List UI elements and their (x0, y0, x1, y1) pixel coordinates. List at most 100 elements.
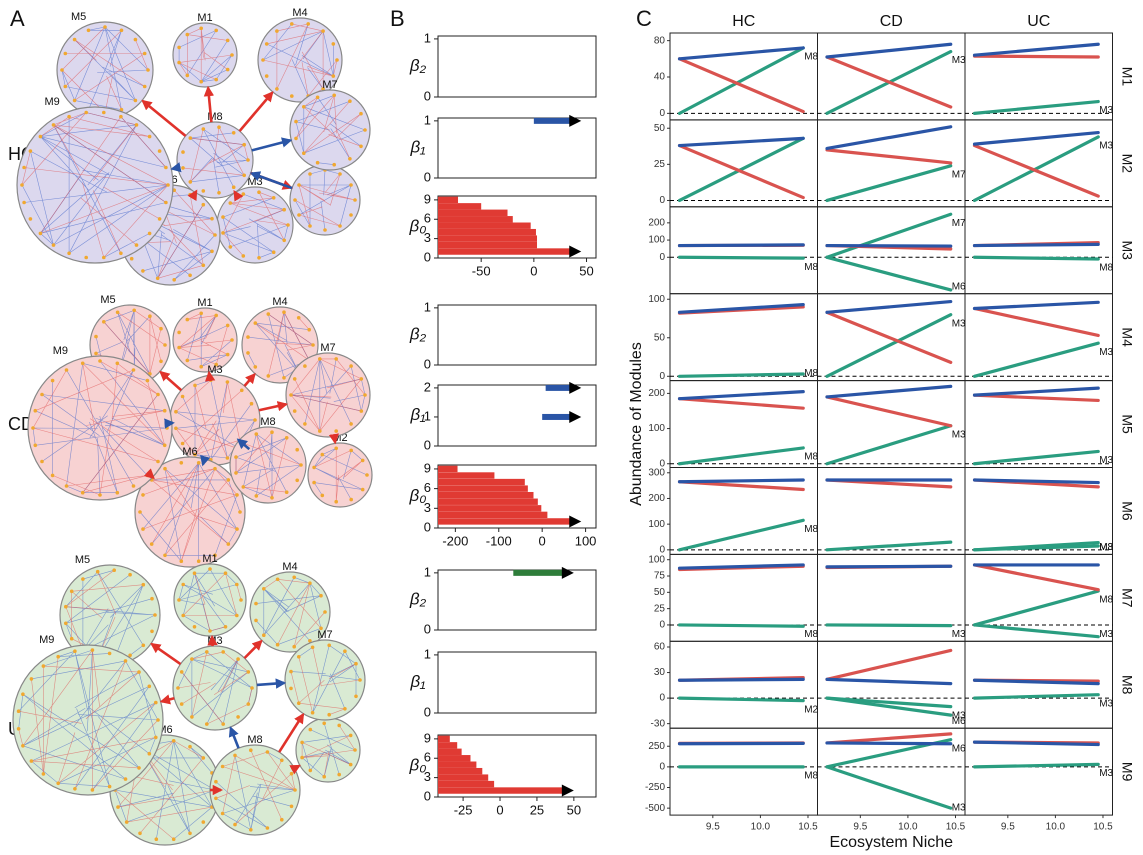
edges (301, 725, 356, 777)
node (33, 408, 38, 413)
y-tick-label: 2 (424, 379, 431, 394)
node (205, 650, 209, 654)
node (223, 571, 228, 575)
bar (438, 472, 495, 479)
trend-line (825, 648, 953, 681)
line-label: M3 (1099, 629, 1113, 640)
bar (438, 518, 571, 525)
y-tick-label: 40 (654, 72, 666, 83)
node (335, 58, 339, 62)
node (38, 134, 43, 139)
line-label: M8 (804, 52, 818, 63)
bar (438, 491, 534, 499)
y-tick-label: 100 (648, 294, 665, 305)
node (225, 352, 230, 357)
network (209, 744, 301, 836)
line-label: M8 (804, 771, 818, 782)
module-arrow (328, 433, 340, 445)
trend-line (677, 478, 805, 484)
row-label: M3 (1119, 241, 1135, 261)
node (303, 364, 307, 368)
node (181, 613, 185, 618)
network (56, 21, 154, 119)
node (311, 343, 315, 347)
edges (295, 95, 362, 159)
node (165, 426, 169, 430)
node (241, 254, 246, 258)
trend-line (677, 46, 805, 115)
node (123, 659, 128, 663)
node (181, 582, 185, 587)
node (208, 629, 212, 633)
x-tick-label: 25 (530, 802, 544, 817)
node (142, 84, 147, 89)
node (300, 740, 304, 745)
network (16, 106, 174, 264)
module-arrow (238, 91, 274, 132)
trend-line (677, 677, 805, 682)
node (348, 99, 352, 103)
node (300, 755, 304, 760)
node (192, 571, 197, 575)
y-tick-label: 300 (648, 467, 665, 478)
node (334, 499, 339, 504)
node (63, 51, 68, 56)
node (322, 721, 327, 726)
module-circle (284, 639, 366, 721)
line-label: M8 (804, 452, 818, 463)
node (157, 149, 162, 153)
network (176, 121, 254, 199)
node (103, 25, 107, 29)
edges (178, 28, 233, 82)
node (112, 568, 116, 572)
node (265, 826, 270, 830)
node (230, 338, 234, 342)
row-label: M8 (1119, 675, 1135, 695)
network (249, 571, 331, 653)
node (337, 723, 342, 728)
node (282, 310, 286, 315)
node (199, 79, 203, 84)
trend-line (825, 741, 953, 746)
panel-label: B (390, 6, 405, 31)
trend-line (677, 136, 805, 203)
node (254, 618, 258, 623)
node (159, 359, 163, 364)
trend-line (972, 130, 1100, 146)
node (275, 577, 280, 582)
node (320, 493, 325, 498)
line-label: M7 (952, 169, 966, 180)
trend-line (677, 390, 805, 401)
node (201, 202, 206, 207)
node (308, 581, 312, 585)
trend-line (825, 696, 953, 717)
line-label: M8 (1099, 542, 1113, 553)
node (338, 172, 342, 176)
edges (178, 313, 233, 367)
node (72, 37, 77, 42)
x-tick-label: 10.5 (798, 822, 818, 833)
node (297, 183, 301, 187)
node (257, 255, 261, 260)
y-tick-label: 3 (424, 230, 431, 245)
node (128, 572, 132, 577)
node (51, 243, 56, 247)
node (81, 577, 85, 581)
node (201, 127, 206, 131)
node (307, 327, 312, 332)
edges (301, 723, 356, 777)
node (199, 26, 203, 31)
edges (290, 647, 361, 715)
module-arrow (170, 162, 182, 173)
node (270, 496, 274, 500)
node (128, 653, 132, 658)
node (295, 447, 300, 452)
node (131, 368, 136, 372)
bar (438, 498, 538, 505)
module-label: M1 (202, 553, 217, 565)
trend-line (972, 589, 1100, 627)
node (50, 473, 55, 478)
edges (21, 112, 169, 258)
node (217, 191, 221, 195)
node (210, 249, 214, 254)
